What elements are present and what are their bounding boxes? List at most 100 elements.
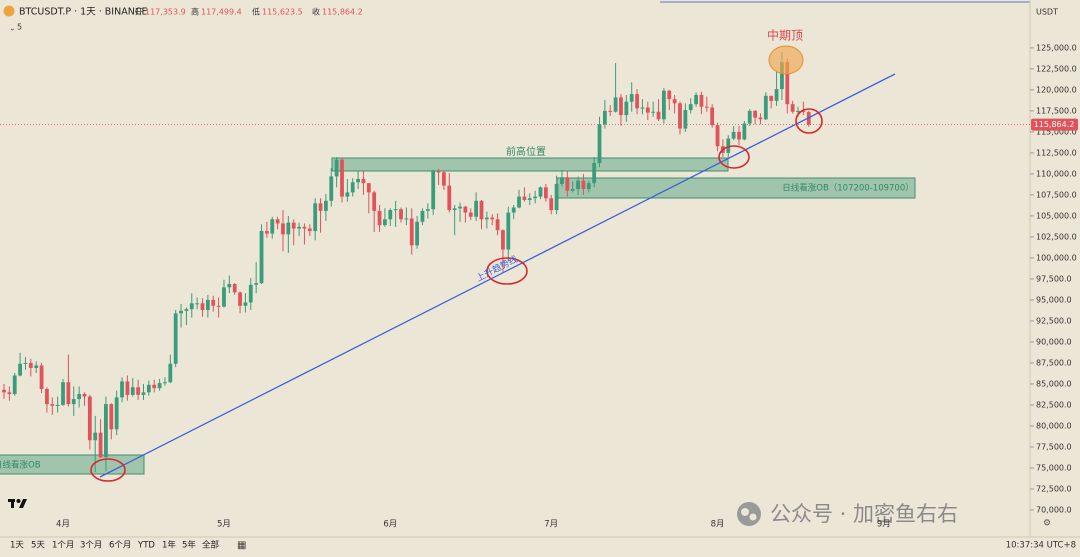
candle-body [586, 183, 591, 190]
candle-body [576, 180, 580, 190]
candle-body [55, 404, 60, 406]
x-tick-label: 7月 [544, 520, 558, 530]
candle-body [474, 200, 479, 217]
clock: 10:37:34 UTC+8 [1006, 541, 1076, 551]
y-tick-label: 87,500.0 [1036, 358, 1072, 367]
candle-body [211, 299, 216, 306]
candle-body [533, 196, 538, 199]
candle-body [259, 231, 264, 284]
x-tick-label: 5月 [217, 520, 231, 530]
candle-body [796, 110, 800, 112]
candle-body [688, 104, 693, 111]
candle-body [50, 404, 55, 406]
range-button[interactable]: 1年 [162, 540, 176, 551]
candle-body [404, 218, 409, 220]
toolbar: ▦ 10:37:34 UTC+8 ⚙ 1天 5天 1个月 3个月 6个月 YTD 1年 5年全… [10, 519, 1076, 552]
candle-body [479, 200, 484, 220]
y-tick-label: 112,500.0 [1036, 148, 1077, 157]
annotation: 前高位置 [506, 145, 546, 158]
candle-body [452, 208, 457, 211]
candle-body [313, 203, 318, 232]
watermark-text: 公众号 · 加密鱼右右 [770, 502, 958, 526]
candle-body [179, 310, 183, 314]
candle-body [667, 90, 672, 100]
candle-body [227, 283, 232, 288]
range-button[interactable]: YTD [137, 541, 155, 551]
range-button[interactable]: 全部 [202, 540, 220, 551]
collapse-icon: ⌄ [9, 24, 16, 33]
candle-body [442, 172, 446, 186]
candle-body [28, 362, 33, 368]
candle-body [747, 110, 752, 124]
candle-body [146, 384, 151, 393]
candle-body [205, 299, 210, 311]
candle-body [565, 177, 570, 191]
top-marker [768, 45, 804, 75]
logo-part [11, 499, 14, 508]
wechat-icon [741, 508, 749, 516]
indicator-count: 5 [17, 23, 22, 32]
range-button[interactable]: 1天 [10, 541, 24, 551]
candle-body [7, 392, 12, 395]
candle-body [297, 226, 301, 229]
candle-body [672, 99, 677, 104]
candle-body [163, 382, 167, 384]
candles [2, 52, 811, 473]
y-tick-label: 70,000.0 [1036, 505, 1072, 514]
candle-body [318, 203, 323, 211]
candle-body [645, 107, 650, 113]
candle-body [98, 432, 103, 458]
y-tick-label: 122,500.0 [1036, 64, 1077, 73]
candle-body [613, 97, 618, 112]
annotation: 日线看涨OB [0, 460, 41, 471]
settings-icon[interactable]: ⚙ [1043, 519, 1051, 529]
candle-body [458, 206, 462, 209]
calendar-icon[interactable]: ▦ [237, 540, 246, 551]
y-tick-label: 107,500.0 [1036, 190, 1077, 199]
y-tick-label: 105,000.0 [1036, 211, 1077, 220]
candle-body [216, 305, 221, 307]
range-button[interactable]: 3个月 [80, 541, 102, 551]
candle-body [560, 177, 564, 184]
candle-body [608, 110, 613, 112]
candle-body [431, 171, 436, 210]
range-button[interactable]: 5天 [31, 541, 45, 551]
candle-body [656, 111, 661, 120]
range-button[interactable]: 6个月 [109, 541, 131, 551]
candle-body [286, 222, 291, 235]
candle-body [340, 159, 344, 197]
y-tick-label: 100,000.0 [1036, 253, 1077, 262]
candle-body [345, 192, 350, 197]
candle-body [726, 138, 731, 153]
range-button[interactable]: 1个月 [52, 541, 74, 551]
y-tick-label: 120,000.0 [1036, 85, 1077, 94]
candle-body [602, 110, 607, 125]
candle-body [592, 162, 597, 184]
candle-body [763, 95, 768, 120]
candle-body [501, 230, 505, 250]
candle-body [254, 283, 259, 285]
candle-body [372, 192, 377, 211]
x-tick-label: 9月 [877, 520, 891, 530]
y-tick-label: 82,500.0 [1036, 400, 1072, 409]
candle-body [361, 178, 366, 184]
prior-high-zone [331, 157, 729, 172]
candle-body [522, 196, 527, 200]
y-tick-label: 117,500.0 [1036, 106, 1077, 115]
candle-body [425, 209, 430, 211]
candle-body [324, 200, 328, 211]
legend-name: 高 [191, 7, 199, 17]
symbol: BTCUSDT.P · 1天 · BINANCE [19, 7, 147, 18]
range-button[interactable]: 5年 [182, 540, 196, 551]
circle-marker [795, 108, 823, 134]
y-tick-label: 80,000.0 [1036, 421, 1072, 430]
candle-body [114, 397, 119, 430]
candle-body [366, 183, 371, 193]
candle-body [597, 124, 602, 163]
last-price-label: 115,864.2 [1034, 120, 1075, 129]
candle-body [120, 381, 124, 398]
candle-body [34, 365, 39, 368]
candle-body [790, 104, 795, 112]
candle-body [737, 131, 741, 140]
